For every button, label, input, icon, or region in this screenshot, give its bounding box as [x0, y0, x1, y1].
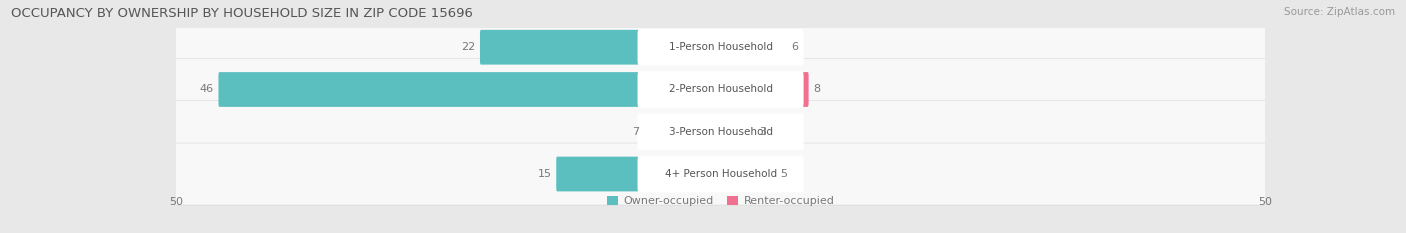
Text: Source: ZipAtlas.com: Source: ZipAtlas.com [1284, 7, 1395, 17]
FancyBboxPatch shape [637, 156, 804, 192]
FancyBboxPatch shape [169, 101, 1272, 163]
Text: OCCUPANCY BY OWNERSHIP BY HOUSEHOLD SIZE IN ZIP CODE 15696: OCCUPANCY BY OWNERSHIP BY HOUSEHOLD SIZE… [11, 7, 474, 20]
Text: 15: 15 [537, 169, 551, 179]
Text: 8: 8 [813, 85, 820, 95]
FancyBboxPatch shape [720, 72, 808, 107]
FancyBboxPatch shape [169, 58, 1272, 120]
Text: 2-Person Household: 2-Person Household [669, 85, 772, 95]
Text: 6: 6 [792, 42, 799, 52]
FancyBboxPatch shape [637, 71, 804, 108]
Text: 7: 7 [631, 127, 638, 137]
Text: 50: 50 [1258, 197, 1272, 207]
FancyBboxPatch shape [637, 29, 804, 65]
FancyBboxPatch shape [720, 30, 787, 65]
Text: 46: 46 [200, 85, 214, 95]
Text: 3: 3 [759, 127, 766, 137]
Text: 3-Person Household: 3-Person Household [669, 127, 772, 137]
FancyBboxPatch shape [218, 72, 721, 107]
Text: 50: 50 [169, 197, 183, 207]
Text: 5: 5 [780, 169, 787, 179]
FancyBboxPatch shape [557, 157, 721, 191]
Text: 4+ Person Household: 4+ Person Household [665, 169, 776, 179]
FancyBboxPatch shape [637, 113, 804, 150]
Legend: Owner-occupied, Renter-occupied: Owner-occupied, Renter-occupied [602, 192, 839, 211]
FancyBboxPatch shape [169, 143, 1272, 205]
FancyBboxPatch shape [720, 114, 754, 149]
FancyBboxPatch shape [479, 30, 721, 65]
FancyBboxPatch shape [644, 114, 721, 149]
FancyBboxPatch shape [169, 16, 1272, 78]
Text: 22: 22 [461, 42, 475, 52]
Text: 1-Person Household: 1-Person Household [669, 42, 772, 52]
FancyBboxPatch shape [720, 157, 776, 191]
